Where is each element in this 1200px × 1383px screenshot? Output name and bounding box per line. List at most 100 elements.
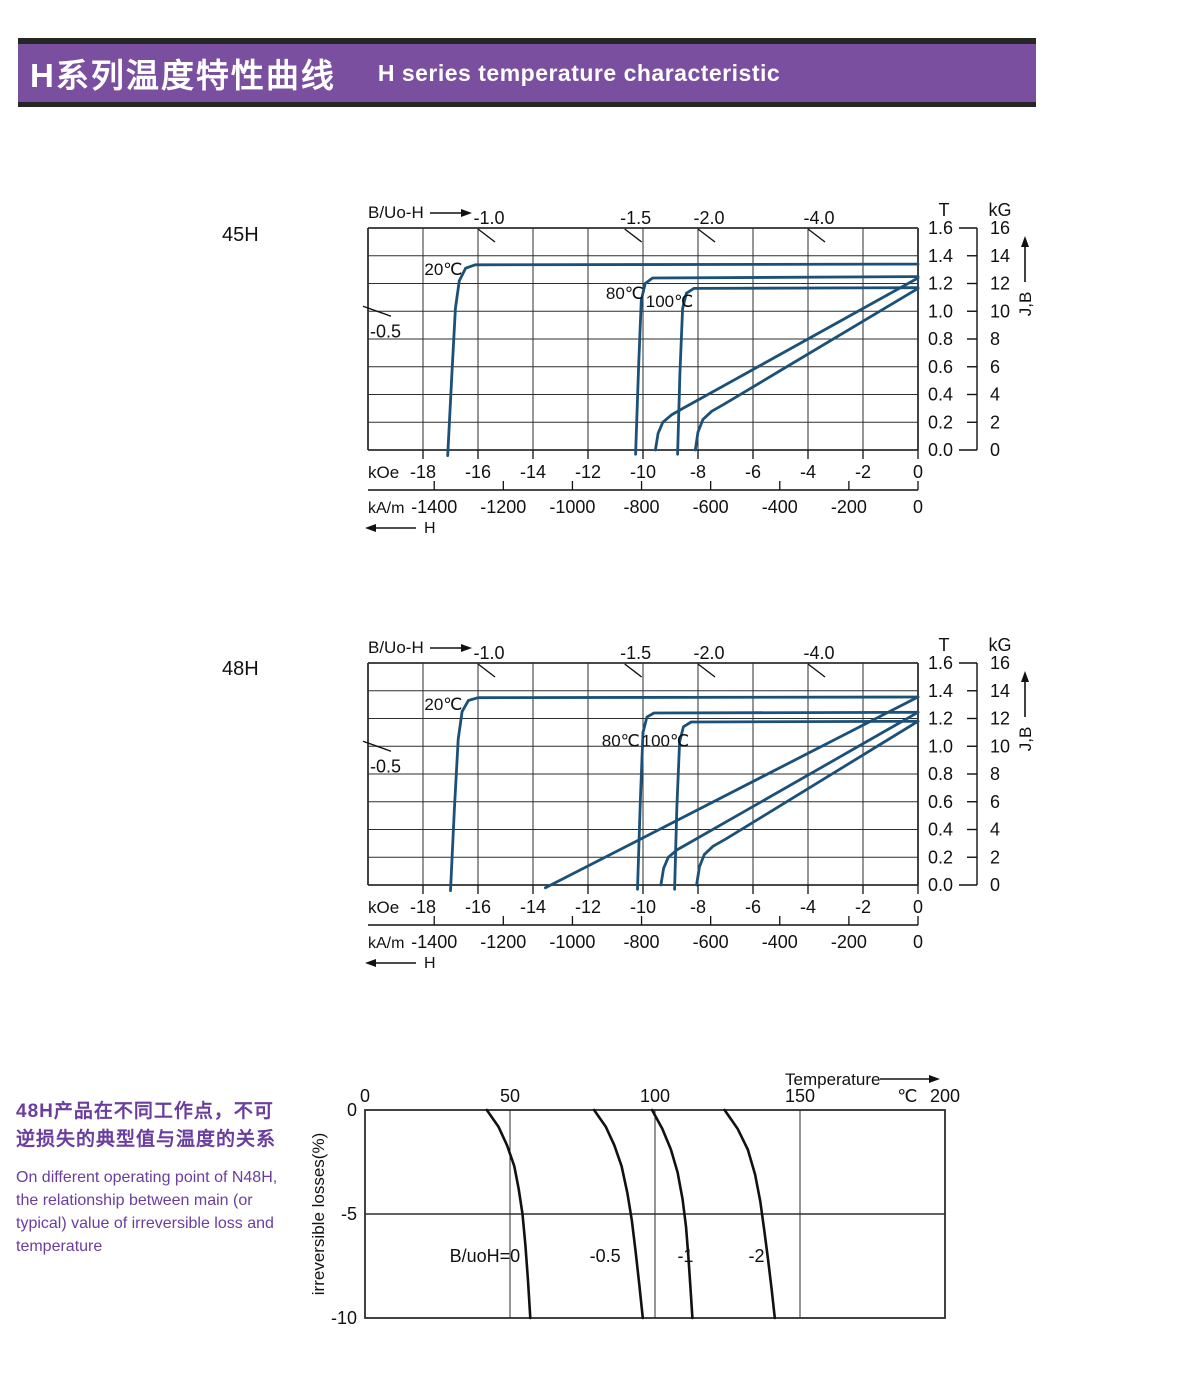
h-axis-label: H: [424, 955, 436, 972]
load-line-mark: [624, 228, 643, 243]
load-line-mark: [807, 663, 826, 678]
kg-tick-label: 14: [990, 681, 1010, 701]
kam-tick-label: 0: [913, 932, 923, 952]
kam-tick-label: -800: [624, 497, 660, 517]
load-line-mark: [477, 663, 496, 678]
load-line-mark: [477, 228, 496, 243]
t-tick-label: 1.0: [928, 301, 953, 321]
kam-tick-label: -1400: [411, 932, 457, 952]
curve-J-100C: [676, 286, 920, 456]
curve-label-J-20C: 20℃: [424, 260, 462, 279]
load-line-label: -4.0: [803, 208, 834, 228]
t-tick-label: 0.8: [928, 329, 953, 349]
kg-tick-label: 4: [990, 820, 1000, 840]
kam-tick-label: -1000: [549, 497, 595, 517]
y-tick-label: -10: [331, 1308, 357, 1328]
kam-tick-label: -1400: [411, 497, 457, 517]
t-tick-label: 1.6: [928, 218, 953, 238]
koe-tick-label: -16: [465, 897, 491, 917]
kg-tick-label: 2: [990, 847, 1000, 867]
koe-tick-label: -14: [520, 462, 546, 482]
t-tick-label: 0.6: [928, 357, 953, 377]
h-arrow-head: [365, 959, 376, 967]
t-tick-label: 0.4: [928, 820, 953, 840]
kam-tick-label: -1200: [480, 932, 526, 952]
y-tick-label: 0: [347, 1100, 357, 1120]
kam-tick-label: -600: [693, 932, 729, 952]
kam-tick-label: -200: [831, 932, 867, 952]
grade-label-48h: 48H: [222, 658, 259, 680]
header-banner: H系列温度特性曲线 H series temperature character…: [18, 38, 1036, 107]
kg-tick-label: 4: [990, 385, 1000, 405]
t-tick-label: 0.4: [928, 385, 953, 405]
kg-tick-label: 16: [990, 218, 1010, 238]
kam-tick-label: -600: [693, 497, 729, 517]
load-line-mark: [362, 305, 392, 317]
curve-B-20C: [544, 695, 920, 890]
x-tick-label: 150: [785, 1086, 815, 1106]
loss-description-en-line2: the relationship between main (or: [16, 1192, 253, 1209]
curve-B-uoH-0: [485, 1108, 532, 1320]
load-line-label: -4.0: [803, 643, 834, 663]
curve-B-uoH-2: [723, 1108, 777, 1320]
koe-tick-label: -2: [855, 462, 871, 482]
koe-tick-label: -4: [800, 462, 816, 482]
t-tick-label: 0.2: [928, 412, 953, 432]
kg-tick-label: 6: [990, 357, 1000, 377]
load-line-label: -2.0: [693, 643, 724, 663]
load-line-label: -1.0: [473, 208, 504, 228]
koe-tick-label: -8: [690, 462, 706, 482]
temperature-arrow-head: [929, 1075, 940, 1083]
load-line-mark: [624, 663, 643, 678]
jb-arrow-head: [1021, 236, 1029, 247]
x-axis-title: Temperature: [785, 1070, 880, 1089]
curve-label-B-uoH-0: B/uoH=0: [450, 1246, 521, 1266]
curve-label-J-20C: 20℃: [424, 695, 462, 714]
t-tick-label: 1.2: [928, 709, 953, 729]
load-line-mark: [807, 228, 826, 243]
loss-description-en-line1: On different operating point of N48H,: [16, 1169, 278, 1186]
koe-tick-label: -4: [800, 897, 816, 917]
koe-tick-label: -6: [745, 462, 761, 482]
curve-B-100C: [695, 719, 920, 887]
curve-label-B-uoH-0.5: -0.5: [590, 1246, 621, 1266]
t-axis-header: T: [939, 200, 950, 220]
kg-tick-label: 12: [990, 709, 1010, 729]
b-uoh-arrow-head: [461, 209, 472, 217]
koe-tick-label: -8: [690, 897, 706, 917]
koe-tick-label: -12: [575, 462, 601, 482]
kg-tick-label: 10: [990, 736, 1010, 756]
jb-axis-label: J,B: [1016, 292, 1035, 317]
loss-description-zh-line2: 逆损失的典型值与温度的关系: [16, 1129, 277, 1150]
t-tick-label: 0.0: [928, 440, 953, 460]
kam-tick-label: 0: [913, 497, 923, 517]
loss-description-en-line4: temperature: [16, 1238, 103, 1255]
curve-J-20C: [449, 695, 920, 892]
t-tick-label: 1.6: [928, 653, 953, 673]
x-tick-label: 200: [930, 1086, 960, 1106]
koe-tick-label: -10: [630, 462, 656, 482]
kg-axis-header: kG: [988, 200, 1011, 220]
axis-label-b-uoh: B/Uo-H: [368, 638, 424, 657]
koe-tick-label: -16: [465, 462, 491, 482]
t-tick-label: 0.8: [928, 764, 953, 784]
jb-axis-label: J,B: [1016, 727, 1035, 752]
kg-tick-label: 0: [990, 875, 1000, 895]
kg-tick-label: 14: [990, 246, 1010, 266]
jb-arrow-head: [1021, 671, 1029, 682]
kam-tick-label: -400: [762, 497, 798, 517]
kam-tick-label: -200: [831, 497, 867, 517]
load-line-label: -0.5: [370, 321, 401, 341]
curve-label-J-80C: 80℃: [602, 731, 640, 750]
koe-unit-label: kOe: [368, 898, 399, 917]
curve-label-B-uoH-1: -1: [677, 1246, 693, 1266]
kg-tick-label: 10: [990, 301, 1010, 321]
t-tick-label: 1.4: [928, 681, 953, 701]
curve-label-J-80C: 80℃: [606, 284, 644, 303]
load-line-mark: [697, 663, 716, 678]
load-line-label: -1.5: [620, 643, 651, 663]
curve-B-uoH-0.5: [592, 1108, 645, 1320]
x-tick-label: 50: [500, 1086, 520, 1106]
